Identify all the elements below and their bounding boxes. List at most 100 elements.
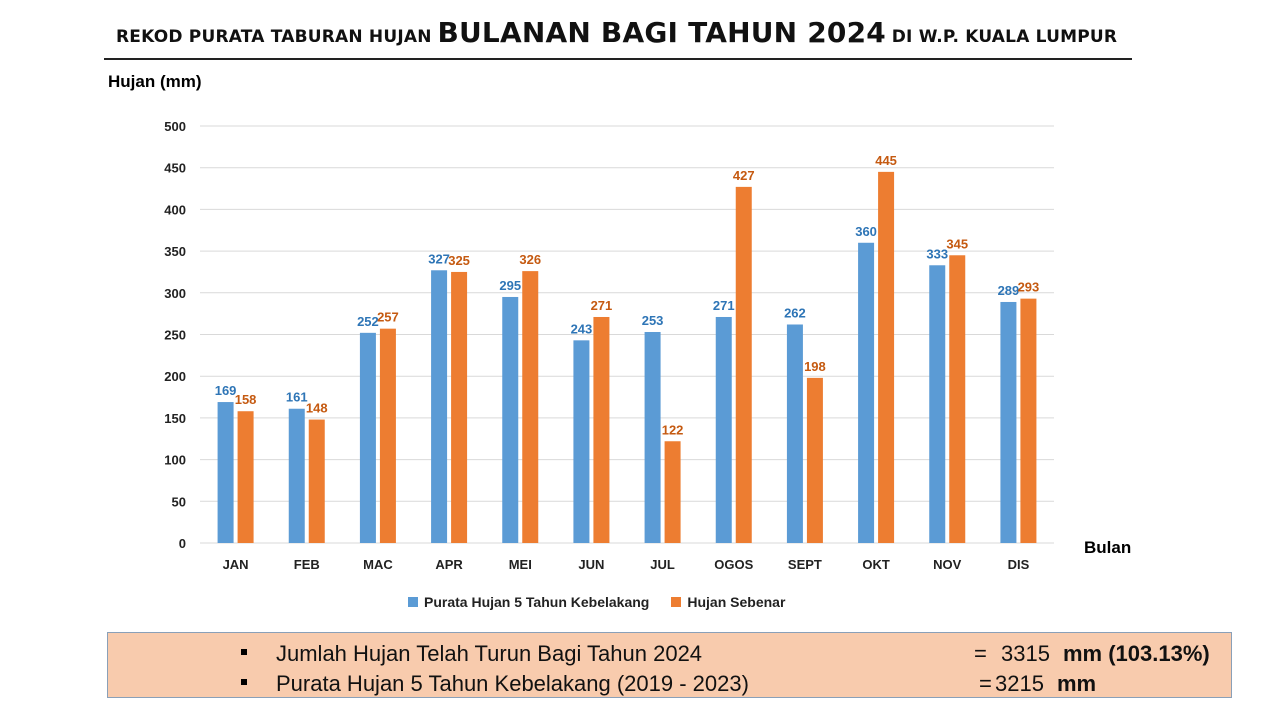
title-prefix: REKOD PURATA TABURAN HUJAN (116, 27, 432, 47)
gridlines (200, 125, 1054, 544)
y-tick-label: 0 (179, 536, 186, 551)
bar-actual-mac (379, 328, 396, 543)
bar-actual-jun (593, 316, 610, 543)
bar-average-nov (929, 265, 946, 543)
data-label: 253 (642, 313, 664, 328)
bullet-icon (241, 679, 247, 685)
bar-actual-dis (1020, 298, 1037, 543)
x-tick-label: APR (435, 557, 463, 572)
data-label: 122 (662, 422, 684, 437)
x-tick-label: JAN (223, 557, 249, 572)
bullet-icon (241, 649, 247, 655)
y-tick-labels: 0 50 100 150 200 250 300 350 400 450 500 (164, 119, 186, 551)
title-main: BULANAN BAGI TAHUN 2024 (437, 16, 886, 49)
x-tick-label: MAC (363, 557, 393, 572)
data-label: 158 (235, 392, 257, 407)
data-label: 360 (855, 224, 877, 239)
data-label: 148 (306, 401, 328, 416)
legend-item-series2: Hujan Sebenar (671, 594, 785, 610)
y-tick-label: 300 (164, 286, 186, 301)
data-label: 333 (926, 246, 948, 261)
summary-average-equals: = (979, 671, 992, 696)
data-label: 345 (946, 236, 968, 251)
data-label: 325 (448, 253, 470, 268)
x-axis-label: Bulan (1084, 538, 1132, 557)
y-axis-label: Hujan (mm) (108, 72, 202, 91)
x-tick-label: OKT (862, 557, 890, 572)
bar-average-feb (288, 408, 305, 543)
bar-actual-feb (308, 419, 325, 543)
summary-average-value: 3215 (995, 671, 1044, 696)
x-tick-label: JUN (578, 557, 604, 572)
data-label: 161 (286, 390, 308, 405)
summary-box: Jumlah Hujan Telah Turun Bagi Tahun 2024… (107, 632, 1232, 698)
bar-average-dis (1000, 301, 1017, 543)
y-tick-label: 400 (164, 202, 186, 217)
data-label: 169 (215, 383, 237, 398)
bar-actual-sept (806, 377, 823, 543)
bar-average-mac (359, 332, 376, 543)
data-label: 445 (875, 153, 897, 168)
legend-swatch-series2 (671, 597, 682, 607)
bar-actual-apr (451, 271, 468, 543)
summary-total-unit: mm (103.13%) (1063, 641, 1210, 666)
y-tick-label: 50 (172, 494, 186, 509)
x-tick-label: JUL (650, 557, 675, 572)
y-tick-label: 350 (164, 244, 186, 259)
x-tick-label: OGOS (714, 557, 753, 572)
data-label: 271 (591, 298, 613, 313)
title-suffix: DI W.P. KUALA LUMPUR (891, 27, 1118, 47)
bar-average-mei (502, 296, 519, 543)
x-tick-label: DIS (1008, 557, 1030, 572)
summary-total-equals: = (974, 641, 987, 666)
summary-row-total: Jumlah Hujan Telah Turun Bagi Tahun 2024… (108, 637, 1231, 667)
legend-item-series1: Purata Hujan 5 Tahun Kebelakang (408, 594, 649, 610)
data-label: 198 (804, 359, 826, 374)
y-tick-label: 450 (164, 161, 186, 176)
y-tick-label: 500 (164, 119, 186, 134)
bar-average-jun (573, 340, 590, 543)
bar-actual-nov (949, 255, 966, 543)
title-underline (104, 58, 1132, 60)
bar-average-sept (786, 324, 803, 543)
data-label: 326 (519, 252, 541, 267)
x-tick-label: FEB (294, 557, 320, 572)
summary-total-label: Jumlah Hujan Telah Turun Bagi Tahun 2024 (276, 641, 703, 666)
data-label: 295 (499, 278, 521, 293)
bar-actual-ogos (735, 186, 752, 543)
data-label: 327 (428, 251, 450, 266)
bar-average-jul (644, 331, 661, 543)
data-label: 293 (1018, 280, 1040, 295)
x-tick-label: MEI (509, 557, 532, 572)
data-label: 262 (784, 305, 806, 320)
bar-actual-mei (522, 271, 539, 543)
bar-average-okt (858, 242, 875, 543)
data-label: 252 (357, 314, 379, 329)
data-label: 243 (571, 321, 593, 336)
summary-row-average: Purata Hujan 5 Tahun Kebelakang (2019 - … (108, 667, 1231, 697)
y-tick-label: 200 (164, 369, 186, 384)
y-tick-label: 100 (164, 453, 186, 468)
bars (217, 171, 1037, 543)
data-label: 271 (713, 298, 735, 313)
x-tick-label: NOV (933, 557, 962, 572)
bar-actual-jul (664, 441, 681, 543)
data-label: 427 (733, 168, 755, 183)
bar-average-apr (431, 270, 448, 543)
x-tick-labels: JAN FEB MAC APR MEI JUN JUL OGOS SEPT OKT NOV DIS (223, 557, 1030, 572)
legend: Purata Hujan 5 Tahun Kebelakang Hujan Se… (408, 594, 785, 610)
bar-actual-okt (878, 171, 895, 543)
bar-actual-jan (237, 411, 254, 543)
bar-average-ogos (715, 316, 732, 543)
bar-average-jan (217, 402, 234, 543)
data-label: 257 (377, 310, 399, 325)
legend-label-series2: Hujan Sebenar (687, 594, 786, 610)
data-label: 289 (998, 283, 1020, 298)
y-tick-label: 150 (164, 411, 186, 426)
y-tick-label: 250 (164, 328, 186, 343)
chart-title: REKOD PURATA TABURAN HUJAN BULANAN BAGI … (116, 16, 1117, 49)
summary-total-value: 3315 (1001, 641, 1050, 666)
summary-average-unit: mm (1057, 671, 1097, 696)
